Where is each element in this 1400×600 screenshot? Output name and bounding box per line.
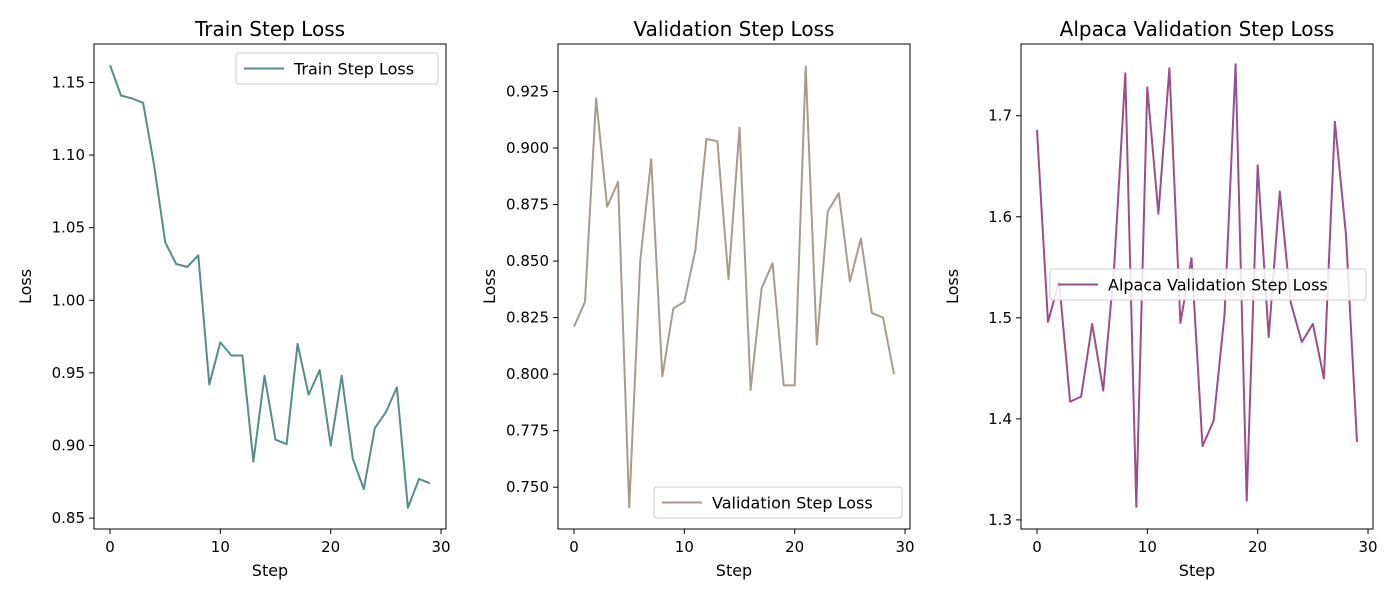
chart-title: Validation Step Loss <box>634 17 835 41</box>
y-tick-label: 0.800 <box>506 365 549 383</box>
legend-box <box>235 52 439 85</box>
y-tick-label: 0.925 <box>506 82 549 100</box>
chart-title: Train Step Loss <box>194 17 345 41</box>
chart-panel-1: Train Step Loss 0 10 20 30 0.85 0.90 0.95 1.00 1.… <box>16 17 451 580</box>
y-tick-label: 0.900 <box>506 139 549 157</box>
x-tick-label: 10 <box>211 538 230 556</box>
y-tick-label: 0.875 <box>506 196 549 214</box>
legend: Train Step Loss <box>235 52 439 85</box>
y-tick-label: 0.825 <box>506 309 549 327</box>
x-tick-label: 0 <box>105 538 115 556</box>
y-tick-label: 0.850 <box>506 252 549 270</box>
chart-panel-3: Alpaca Validation Step Loss 0 10 20 30 1.3 1.4… <box>943 17 1378 580</box>
y-tick-label: 1.15 <box>52 73 85 91</box>
y-tick-label: 1.4 <box>988 410 1012 428</box>
plot-frame <box>1020 43 1374 530</box>
y-tick-label: 0.90 <box>52 437 85 455</box>
x-tick-label: 0 <box>1032 538 1042 556</box>
plot-frame <box>557 43 911 530</box>
x-axis-label: Step <box>716 561 752 580</box>
x-axis-label: Step <box>1179 561 1215 580</box>
chart-panel-2: Validation Step Loss 0 10 20 30 0.750 0.775 0.8… <box>480 17 915 580</box>
x-tick-label: 30 <box>895 538 914 556</box>
series-line <box>573 65 895 509</box>
x-tick-label: 10 <box>1138 538 1157 556</box>
series-line <box>109 64 431 509</box>
y-tick-label: 1.6 <box>988 208 1012 226</box>
y-tick-label: 1.3 <box>988 511 1012 529</box>
x-tick-label: 20 <box>785 538 804 556</box>
plot-frame <box>93 43 447 530</box>
legend-entry: Train Step Loss <box>293 60 414 79</box>
y-tick-label: 1.00 <box>52 291 85 309</box>
legend: Validation Step Loss <box>653 486 903 519</box>
y-tick-label: 1.7 <box>988 107 1012 125</box>
y-axis-label: Loss <box>480 269 499 304</box>
x-axis-label: Step <box>252 561 288 580</box>
y-axis-label: Loss <box>943 269 962 304</box>
x-tick-label: 30 <box>431 538 450 556</box>
y-tick-label: 0.95 <box>52 364 85 382</box>
x-tick-label: 0 <box>569 538 579 556</box>
x-tick-label: 20 <box>1248 538 1267 556</box>
y-tick-label: 0.85 <box>52 509 85 527</box>
legend-entry: Alpaca Validation Step Loss <box>1108 276 1328 295</box>
y-tick-label: 0.750 <box>506 478 549 496</box>
legend-entry: Validation Step Loss <box>712 494 873 513</box>
legend: Alpaca Validation Step Loss <box>1049 268 1367 301</box>
y-tick-label: 0.775 <box>506 422 549 440</box>
y-tick-label: 1.10 <box>52 146 85 164</box>
x-tick-label: 10 <box>675 538 694 556</box>
series-line <box>1036 63 1358 508</box>
x-tick-label: 20 <box>321 538 340 556</box>
y-tick-label: 1.05 <box>52 219 85 237</box>
legend-box <box>653 486 903 519</box>
chart-title: Alpaca Validation Step Loss <box>1060 17 1335 41</box>
y-axis-label: Loss <box>16 269 35 304</box>
legend-box <box>1049 268 1367 301</box>
y-tick-label: 1.5 <box>988 309 1012 327</box>
x-tick-label: 30 <box>1358 538 1377 556</box>
